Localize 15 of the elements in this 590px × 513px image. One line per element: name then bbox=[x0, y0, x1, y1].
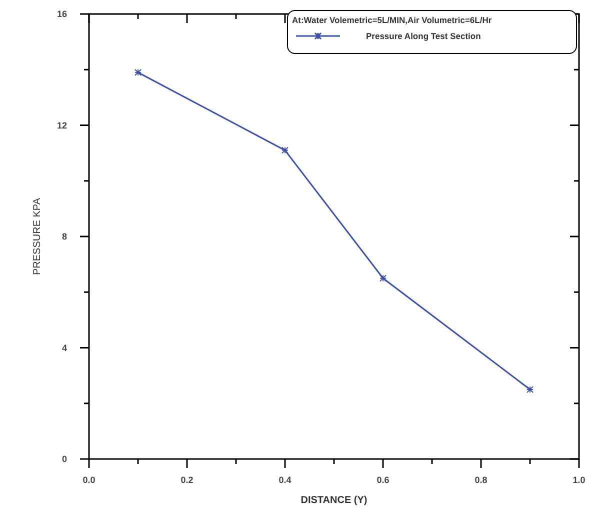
y-axis-title: PRESSURE KPA bbox=[32, 198, 43, 276]
x-tick-label: 0.6 bbox=[376, 475, 390, 485]
legend: At:Water Volemetric=5L/MIN,Air Volumetric=6L/Hr Pressure Along Test Section bbox=[287, 10, 577, 54]
y-tick-label: 8 bbox=[62, 232, 67, 242]
x-axis-title: DISTANCE (Y) bbox=[300, 495, 368, 506]
y-tick-label: 16 bbox=[56, 9, 67, 19]
y-tick-label: 4 bbox=[62, 342, 67, 353]
x-tick-label: 0.2 bbox=[180, 475, 194, 485]
x-tick-label: 0.0 bbox=[82, 475, 96, 485]
x-tick-label: 0.8 bbox=[474, 475, 488, 485]
x-tick-label: 1.0 bbox=[572, 475, 586, 485]
y-tick-label: 12 bbox=[56, 120, 67, 130]
x-tick-label: 0.4 bbox=[278, 475, 292, 485]
y-tick-label: 0 bbox=[62, 454, 67, 464]
legend-title: At:Water Volemetric=5L/MIN,Air Volumetric=6L/Hr bbox=[292, 15, 493, 25]
